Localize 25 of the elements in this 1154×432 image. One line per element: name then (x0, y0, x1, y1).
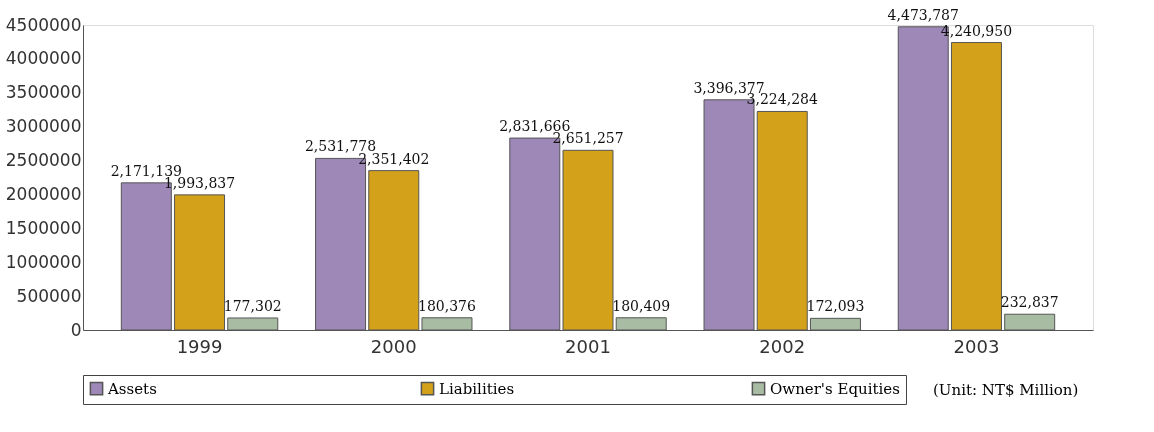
data-label: 180,409 (612, 297, 671, 314)
data-label: 172,093 (806, 298, 865, 315)
y-tick-label: 1500000 (5, 217, 82, 238)
y-tick-label: 3500000 (5, 82, 82, 103)
legend-label: Liabilities (439, 379, 515, 398)
legend-label: Owner's Equities (770, 379, 900, 398)
y-tick-label: 3000000 (5, 116, 82, 137)
x-tick-label: 1999 (176, 335, 223, 357)
data-label: 177,302 (223, 297, 282, 314)
text: (Unit: NT$ Million) (933, 381, 1079, 399)
y-tick-label: 500000 (16, 285, 82, 306)
y-tick-label: 1000000 (5, 251, 82, 272)
y-tick-label: 4000000 (5, 48, 82, 69)
y-tick-label: 2000000 (5, 183, 82, 204)
y-tick-label: 0 (70, 319, 82, 340)
data-label: 2,351,402 (358, 150, 430, 167)
x-tick-label: 2000 (370, 335, 417, 357)
data-label: 180,376 (418, 297, 477, 314)
data-label: 4,473,787 (887, 6, 959, 23)
x-tick-label: 2002 (759, 335, 806, 357)
x-tick-label: 2003 (953, 335, 1000, 357)
y-tick-label: 4500000 (5, 14, 82, 35)
x-tick-label: 2001 (565, 335, 611, 357)
legend-label: Assets (107, 379, 157, 398)
y-tick-label: 2500000 (5, 150, 82, 171)
